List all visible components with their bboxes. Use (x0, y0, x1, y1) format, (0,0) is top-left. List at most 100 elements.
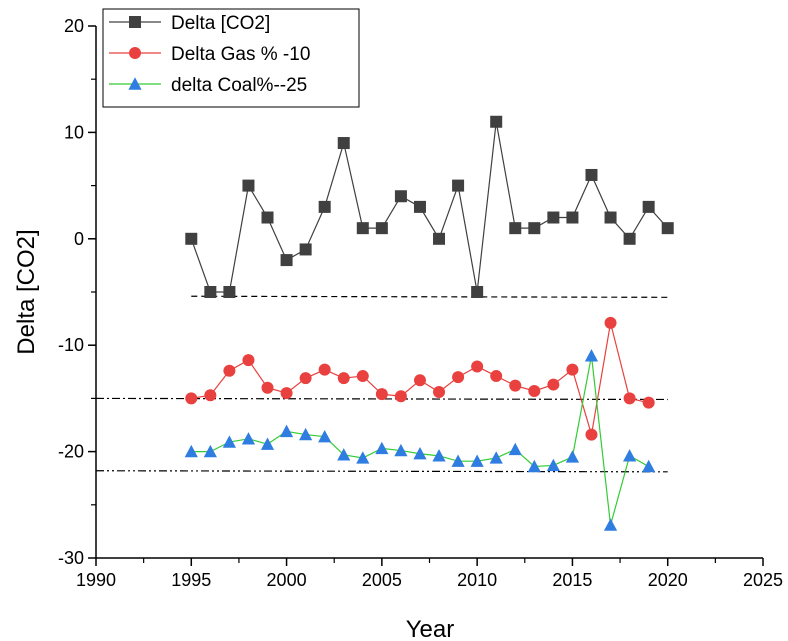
data-point (241, 432, 256, 445)
legend-label: delta Coal%--25 (171, 75, 307, 96)
data-point (604, 316, 617, 329)
data-point (394, 190, 407, 203)
data-point (260, 437, 275, 450)
data-point (356, 451, 370, 464)
data-point (661, 222, 674, 235)
data-point (509, 222, 522, 235)
data-point (433, 386, 446, 399)
data-point (242, 179, 255, 192)
data-point (546, 458, 560, 472)
reference-lines (95, 295, 668, 473)
data-point (261, 381, 274, 394)
data-point (433, 232, 446, 245)
data-point (413, 200, 426, 213)
data-point (471, 360, 484, 373)
legend-marker (128, 77, 142, 90)
reference-line (191, 295, 668, 298)
x-tick-label: 2010 (457, 570, 497, 590)
y-tick-label: 10 (64, 122, 84, 142)
data-point (584, 349, 599, 362)
data-point (603, 518, 618, 531)
data-point (585, 168, 598, 181)
data-point (223, 364, 236, 377)
data-point (299, 372, 312, 385)
data-point (203, 444, 217, 458)
data-point (623, 392, 636, 405)
legend-marker (129, 16, 141, 28)
data-point (452, 179, 465, 192)
data-point (528, 222, 541, 235)
data-point (566, 211, 579, 224)
data-point (242, 354, 255, 367)
data-point (279, 424, 294, 438)
data-point (547, 211, 560, 224)
data-point (508, 442, 522, 456)
reference-line (95, 470, 668, 473)
data-point (642, 459, 656, 473)
legend-box (102, 8, 360, 108)
data-point (299, 427, 313, 441)
data-point (528, 384, 541, 397)
data-point (375, 388, 388, 401)
legend-label: Delta [CO2] (171, 13, 270, 34)
data-point (280, 387, 293, 400)
data-point (642, 200, 655, 213)
y-tick-label: 0 (74, 229, 84, 249)
data-point (318, 200, 331, 213)
data-point (318, 363, 331, 376)
x-tick-label: 1995 (171, 570, 211, 590)
legend-marker (129, 47, 141, 59)
data-point (299, 243, 312, 256)
x-tick-label: 2000 (267, 570, 307, 590)
data-point (565, 450, 580, 463)
series (184, 115, 674, 531)
data-point (585, 428, 598, 441)
data-point (490, 115, 503, 128)
data-point (222, 435, 236, 448)
data-point (356, 222, 369, 235)
data-point (471, 286, 484, 298)
series-3 (184, 349, 656, 531)
data-point (337, 448, 351, 461)
ticks: 1990 1995 2000 2005 2010 2015 2020 2025-30-20-1… (58, 16, 783, 590)
data-point (451, 454, 465, 467)
data-point (280, 254, 293, 267)
data-point (452, 371, 465, 384)
data-point (394, 390, 407, 403)
x-tick-label: 2005 (362, 570, 402, 590)
y-tick-label: 20 (64, 16, 84, 36)
data-point (547, 378, 560, 391)
data-point (337, 137, 350, 150)
data-point (375, 222, 388, 235)
x-tick-label: 2025 (743, 570, 783, 590)
data-point (489, 451, 503, 464)
data-point (413, 374, 426, 387)
x-tick-label: 2020 (648, 570, 688, 590)
series-2 (185, 316, 655, 441)
data-point (185, 232, 198, 245)
data-point (337, 372, 350, 385)
data-point (623, 449, 637, 462)
legend: Delta [CO2] Delta Gas % -10 delta Coal%--2… (102, 8, 360, 108)
data-point (509, 379, 522, 392)
y-tick-label: -20 (58, 442, 84, 462)
x-axis-title: Year (406, 616, 455, 641)
y-tick-label: -10 (58, 335, 84, 355)
data-point (185, 392, 198, 405)
data-point (204, 286, 217, 298)
data-point (490, 370, 503, 383)
data-point (642, 396, 655, 409)
data-point (566, 363, 579, 376)
x-tick-label: 1990 (76, 570, 116, 590)
y-axis-title: Delta [CO2] (13, 229, 40, 354)
data-point (470, 454, 484, 467)
data-point (184, 444, 198, 458)
data-point (413, 447, 427, 460)
data-point (204, 389, 217, 402)
data-point (318, 430, 332, 443)
reference-line (95, 397, 668, 401)
data-point (394, 443, 408, 457)
legend-label: Delta Gas % -10 (171, 44, 310, 65)
data-point (223, 286, 236, 298)
